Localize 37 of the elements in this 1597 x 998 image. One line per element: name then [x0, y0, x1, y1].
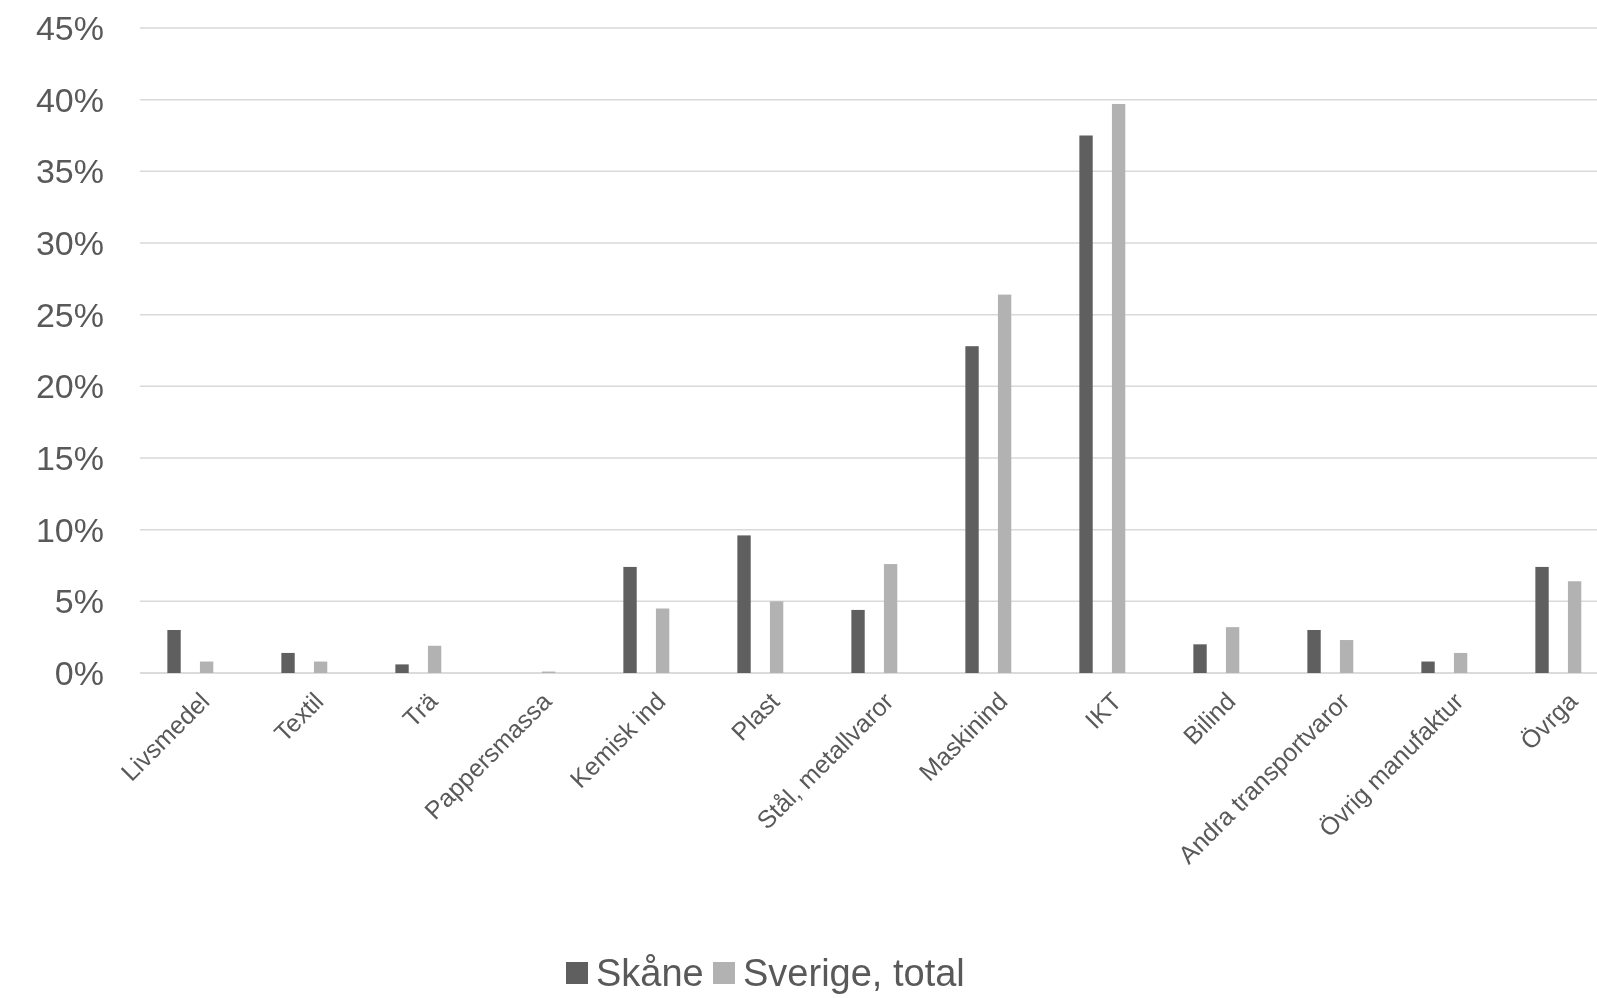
- y-tick-label: 45%: [35, 8, 104, 47]
- y-tick-label: 5%: [54, 582, 104, 621]
- bar: [1111, 103, 1126, 673]
- bar: [1079, 135, 1093, 673]
- bar: [281, 652, 295, 673]
- bar: [769, 601, 784, 673]
- x-tick-label: IKT: [1079, 686, 1127, 735]
- y-tick-label: 0%: [54, 653, 104, 692]
- bar: [1225, 627, 1240, 673]
- y-tick-label: 40%: [35, 80, 104, 119]
- bar: [167, 630, 181, 673]
- bar: [1421, 661, 1435, 673]
- y-tick-label: 20%: [35, 367, 104, 406]
- y-tick-label: 10%: [35, 510, 104, 549]
- bar: [1193, 644, 1207, 673]
- bar: [1535, 566, 1549, 673]
- legend-label: Skåne: [596, 952, 704, 995]
- bar: [313, 661, 328, 673]
- y-tick-label: 30%: [35, 223, 104, 262]
- bar: [1339, 640, 1354, 673]
- bar: [1567, 581, 1582, 673]
- bar: [427, 645, 442, 673]
- y-tick-label: 25%: [35, 295, 104, 334]
- y-tick-label: 35%: [35, 152, 104, 191]
- bar: [737, 535, 751, 673]
- bar: [623, 566, 637, 673]
- bar: [395, 664, 409, 673]
- bar: [965, 346, 979, 673]
- bar: [1453, 652, 1468, 673]
- bar: [883, 564, 898, 673]
- bar: [199, 661, 214, 673]
- bar: [1307, 630, 1321, 673]
- y-tick-label: 15%: [35, 438, 104, 477]
- legend-label: Sverige, total: [743, 952, 965, 995]
- bar: [655, 608, 670, 673]
- bar: [997, 294, 1012, 673]
- bar: [851, 609, 865, 673]
